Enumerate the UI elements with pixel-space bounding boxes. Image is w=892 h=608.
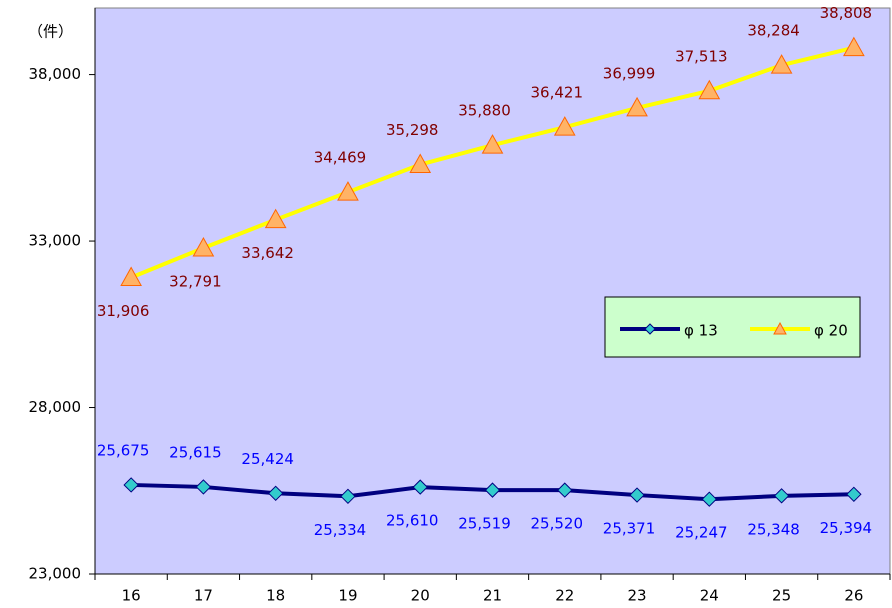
data-label: 25,394 xyxy=(820,519,873,537)
data-label: 31,906 xyxy=(97,302,150,320)
plot-area xyxy=(94,7,891,575)
data-label: 25,519 xyxy=(458,515,511,533)
data-label: 25,424 xyxy=(241,450,294,468)
point xyxy=(264,208,287,229)
x-tick-label: 25 xyxy=(772,587,791,605)
x-tick-label: 19 xyxy=(338,587,357,605)
x-tick-label: 26 xyxy=(844,587,863,605)
y-tick-label: 38,000 xyxy=(29,65,82,83)
legend-marker xyxy=(773,321,787,335)
x-tick-label: 23 xyxy=(627,587,646,605)
x-tick-label: 17 xyxy=(194,587,213,605)
legend-label: φ 20 xyxy=(814,322,848,340)
point xyxy=(629,487,645,503)
point xyxy=(626,96,648,117)
legend-marker xyxy=(644,323,656,335)
data-label: 38,284 xyxy=(747,22,800,40)
point xyxy=(120,266,142,286)
point xyxy=(770,54,793,74)
point xyxy=(843,36,865,57)
y-tick-label: 28,000 xyxy=(29,398,82,416)
point xyxy=(698,79,721,100)
point xyxy=(846,486,862,503)
data-label: 33,642 xyxy=(241,244,294,262)
data-label: 25,247 xyxy=(675,524,728,542)
data-label: 25,520 xyxy=(531,515,584,533)
data-label: 34,469 xyxy=(314,149,367,167)
data-label: 35,298 xyxy=(386,121,439,139)
data-label: 25,615 xyxy=(169,443,222,461)
point xyxy=(192,236,215,257)
y-axis-label: （件） xyxy=(28,23,73,41)
y-tick-label: 33,000 xyxy=(29,232,82,250)
legend-label: φ 13 xyxy=(684,322,718,340)
data-label: 25,334 xyxy=(314,521,367,539)
data-label: 37,513 xyxy=(675,47,728,65)
x-tick-label: 24 xyxy=(700,587,719,605)
x-tick-label: 16 xyxy=(122,587,141,605)
point xyxy=(701,491,718,507)
y-tick-label: 23,000 xyxy=(29,565,82,583)
data-label: 32,791 xyxy=(169,273,222,291)
point xyxy=(412,479,428,495)
point xyxy=(481,134,504,154)
x-tick-label: 22 xyxy=(555,587,574,605)
point xyxy=(553,116,576,136)
point xyxy=(484,482,501,498)
point xyxy=(557,482,573,498)
data-label: 35,880 xyxy=(458,102,511,120)
point xyxy=(409,153,432,174)
data-label: 25,610 xyxy=(386,512,439,530)
x-tick-label: 21 xyxy=(483,587,502,605)
data-label: 25,675 xyxy=(97,441,150,459)
point xyxy=(773,488,790,504)
point xyxy=(123,477,139,493)
x-tick-label: 20 xyxy=(411,587,430,605)
data-label: 25,371 xyxy=(603,520,656,538)
data-label: 25,348 xyxy=(747,520,800,538)
data-label: 36,999 xyxy=(603,64,656,82)
point xyxy=(340,488,356,504)
point xyxy=(195,479,212,495)
point xyxy=(267,485,284,502)
data-label: 38,808 xyxy=(820,4,873,22)
x-tick-label: 18 xyxy=(266,587,285,605)
data-label: 36,421 xyxy=(531,84,584,102)
point xyxy=(337,181,359,201)
